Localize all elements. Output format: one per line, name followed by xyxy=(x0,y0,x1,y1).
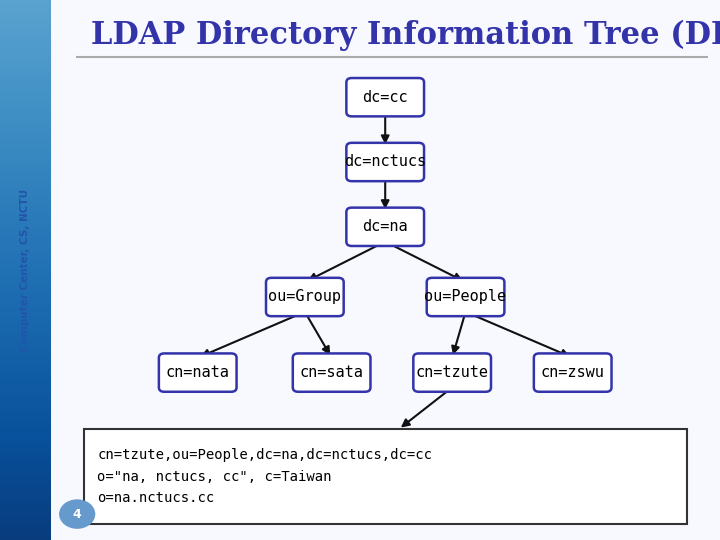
FancyBboxPatch shape xyxy=(427,278,505,316)
FancyBboxPatch shape xyxy=(266,278,343,316)
FancyBboxPatch shape xyxy=(84,429,687,524)
Text: dc=na: dc=na xyxy=(362,219,408,234)
Text: 4: 4 xyxy=(73,508,81,521)
FancyBboxPatch shape xyxy=(413,354,491,392)
Text: ou=People: ou=People xyxy=(425,289,507,305)
Text: dc=cc: dc=cc xyxy=(362,90,408,105)
Text: dc=nctucs: dc=nctucs xyxy=(344,154,426,170)
Text: cn=tzute: cn=tzute xyxy=(415,365,489,380)
Text: cn=tzute,ou=People,dc=na,dc=nctucs,dc=cc
o="na, nctucs, cc", c=Taiwan
o=na.nctuc: cn=tzute,ou=People,dc=na,dc=nctucs,dc=cc… xyxy=(97,448,432,505)
Text: ou=Group: ou=Group xyxy=(269,289,341,305)
Text: cn=nata: cn=nata xyxy=(166,365,230,380)
Text: Computer Center, CS, NCTU: Computer Center, CS, NCTU xyxy=(20,189,30,351)
Text: LDAP Directory Information Tree (DIT): LDAP Directory Information Tree (DIT) xyxy=(91,19,720,51)
Text: cn=zswu: cn=zswu xyxy=(541,365,605,380)
FancyBboxPatch shape xyxy=(346,78,424,117)
FancyBboxPatch shape xyxy=(534,354,611,392)
FancyBboxPatch shape xyxy=(346,208,424,246)
FancyBboxPatch shape xyxy=(159,354,237,392)
Text: cn=sata: cn=sata xyxy=(300,365,364,380)
FancyBboxPatch shape xyxy=(293,354,371,392)
Circle shape xyxy=(60,500,94,528)
FancyBboxPatch shape xyxy=(346,143,424,181)
